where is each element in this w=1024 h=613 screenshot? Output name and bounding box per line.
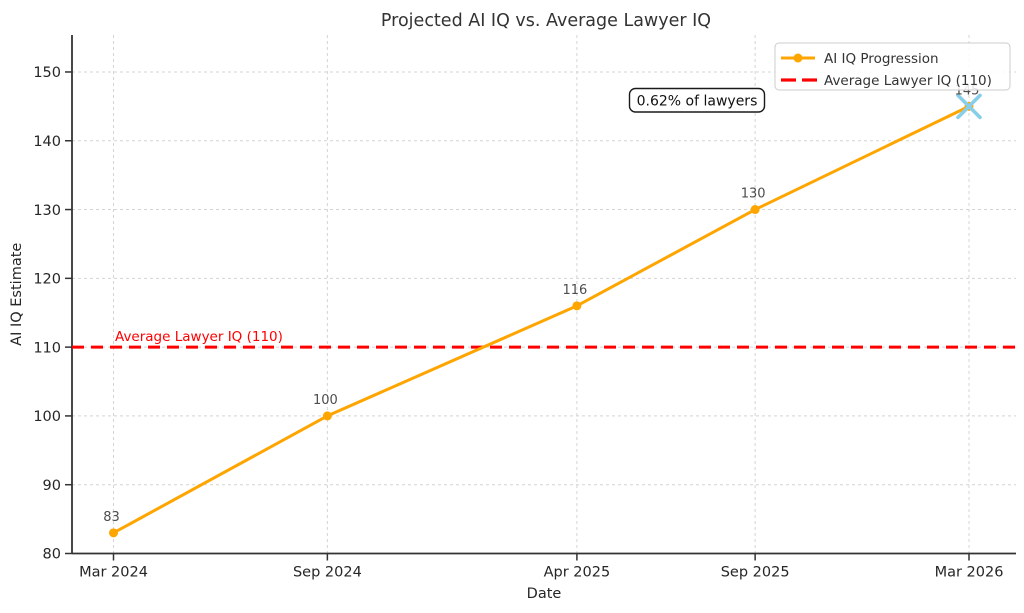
legend-marker-sample	[793, 53, 803, 63]
final-x-marker	[956, 93, 982, 120]
y-tick-label: 120	[33, 272, 61, 288]
data-point-marker	[750, 205, 760, 215]
chart-title: Projected AI IQ vs. Average Lawyer IQ	[381, 11, 711, 31]
data-point-marker	[109, 528, 118, 538]
data-point-label: 100	[313, 393, 338, 408]
x-tick-label: Sep 2025	[721, 565, 790, 581]
legend-box	[774, 42, 1011, 91]
annotation-text: 0.62% of lawyers	[637, 94, 758, 110]
y-tick-label: 130	[33, 203, 61, 219]
x-axis-label: Date	[527, 586, 562, 602]
legend-entry-ai-iq: AI IQ Progression	[824, 51, 939, 67]
y-tick-label: 90	[43, 478, 61, 494]
x-tick-label: Mar 2026	[935, 565, 1004, 581]
data-point-marker	[322, 411, 332, 421]
x-tick-label: Mar 2024	[79, 565, 148, 581]
ai-iq-line	[112, 104, 971, 535]
data-point-label: 83	[103, 510, 120, 525]
data-point-marker	[572, 301, 582, 311]
data-point-label: 116	[562, 283, 587, 298]
y-tick-label: 80	[43, 547, 61, 563]
lawyer-iq-line-label: Average Lawyer IQ (110)	[115, 329, 283, 345]
legend-entry-lawyer-iq: Average Lawyer IQ (110)	[824, 73, 992, 89]
data-point-label: 130	[741, 187, 766, 202]
y-tick-label: 150	[33, 65, 61, 81]
y-tick-label: 140	[33, 134, 61, 150]
x-tick-label: Apr 2025	[544, 565, 611, 581]
annotation-box	[628, 87, 766, 113]
x-tick-label: Sep 2024	[293, 565, 362, 581]
y-tick-label: 100	[33, 409, 61, 425]
y-axis-label: AI IQ Estimate	[9, 243, 25, 346]
y-tick-label: 110	[33, 340, 61, 356]
